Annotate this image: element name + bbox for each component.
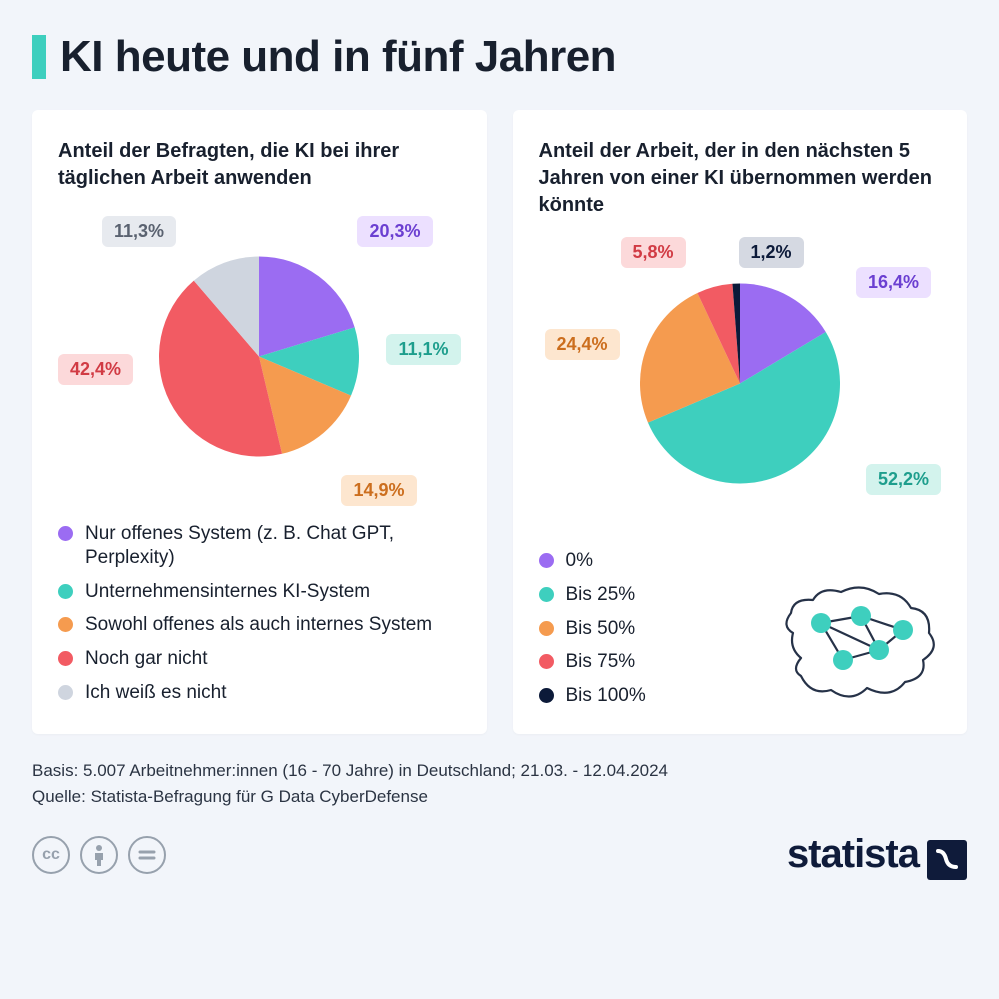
legend-label: Bis 100% [566, 684, 646, 708]
left-pie [159, 257, 359, 462]
legend-label: Bis 75% [566, 650, 636, 674]
value-badge: 42,4% [58, 354, 133, 385]
value-badge: 20,3% [357, 216, 432, 247]
title-accent-bar [32, 35, 46, 79]
legend-dot [58, 651, 73, 666]
panels-row: Anteil der Befragten, die KI bei ihrer t… [32, 110, 967, 734]
legend-dot [539, 688, 554, 703]
legend-item: Bis 100% [539, 684, 752, 708]
legend-dot [58, 685, 73, 700]
panel-right: Anteil der Arbeit, der in den nächsten 5… [513, 110, 968, 734]
footer-notes: Basis: 5.007 Arbeitnehmer:innen (16 - 70… [32, 758, 967, 811]
bottom-row: cc statista [32, 832, 967, 877]
value-badge: 1,2% [739, 237, 804, 268]
legend-item: Unternehmensinternes KI-System [58, 580, 461, 604]
legend-item: Sowohl offenes als auch internes System [58, 613, 461, 637]
legend-item: Bis 75% [539, 650, 752, 674]
brain-network-icon [771, 578, 941, 708]
statista-logo-text: statista [787, 832, 919, 877]
by-icon [80, 836, 118, 874]
value-badge: 24,4% [545, 329, 620, 360]
right-chart-area: 16,4%52,2%24,4%5,8%1,2% [539, 241, 942, 531]
right-legend: 0% Bis 25% Bis 50% Bis 75% Bis 100% [539, 549, 752, 708]
value-badge: 11,3% [102, 216, 176, 247]
legend-dot [58, 584, 73, 599]
footer-basis: Basis: 5.007 Arbeitnehmer:innen (16 - 70… [32, 758, 967, 784]
legend-dot [539, 654, 554, 669]
legend-dot [539, 621, 554, 636]
legend-item: Bis 25% [539, 583, 752, 607]
value-badge: 11,1% [386, 334, 460, 365]
value-badge: 16,4% [856, 267, 931, 298]
panel-left-title: Anteil der Befragten, die KI bei ihrer t… [58, 138, 461, 192]
left-legend: Nur offenes System (z. B. Chat GPT, Perp… [58, 522, 461, 705]
legend-label: 0% [566, 549, 593, 573]
legend-dot [58, 526, 73, 541]
statista-logo: statista [787, 832, 967, 877]
title-row: KI heute und in fünf Jahren [32, 32, 967, 82]
legend-label: Bis 25% [566, 583, 636, 607]
legend-item: Nur offenes System (z. B. Chat GPT, Perp… [58, 522, 461, 570]
page-title: KI heute und in fünf Jahren [60, 32, 616, 82]
legend-label: Unternehmensinternes KI-System [85, 580, 370, 604]
cc-icon: cc [32, 836, 70, 874]
legend-dot [539, 587, 554, 602]
legend-label: Nur offenes System (z. B. Chat GPT, Perp… [85, 522, 461, 570]
panel-right-title: Anteil der Arbeit, der in den nächsten 5… [539, 138, 942, 219]
legend-item: Ich weiß es nicht [58, 681, 461, 705]
footer-quelle: Quelle: Statista-Befragung für G Data Cy… [32, 784, 967, 810]
legend-item: Bis 50% [539, 617, 752, 641]
right-pie [640, 284, 840, 489]
value-badge: 5,8% [621, 237, 686, 268]
panel-left: Anteil der Befragten, die KI bei ihrer t… [32, 110, 487, 734]
cc-license-icons: cc [32, 836, 166, 874]
legend-item: Noch gar nicht [58, 647, 461, 671]
legend-dot [539, 553, 554, 568]
legend-label: Noch gar nicht [85, 647, 208, 671]
legend-dot [58, 617, 73, 632]
legend-label: Sowohl offenes als auch internes System [85, 613, 432, 637]
value-badge: 52,2% [866, 464, 941, 495]
left-chart-area: 20,3% 11,1% 14,9% 42,4% 11,3% [58, 214, 461, 504]
legend-item: 0% [539, 549, 752, 573]
legend-label: Ich weiß es nicht [85, 681, 227, 705]
statista-logo-mark [927, 840, 967, 880]
nd-icon [128, 836, 166, 874]
legend-label: Bis 50% [566, 617, 636, 641]
value-badge: 14,9% [341, 475, 416, 506]
